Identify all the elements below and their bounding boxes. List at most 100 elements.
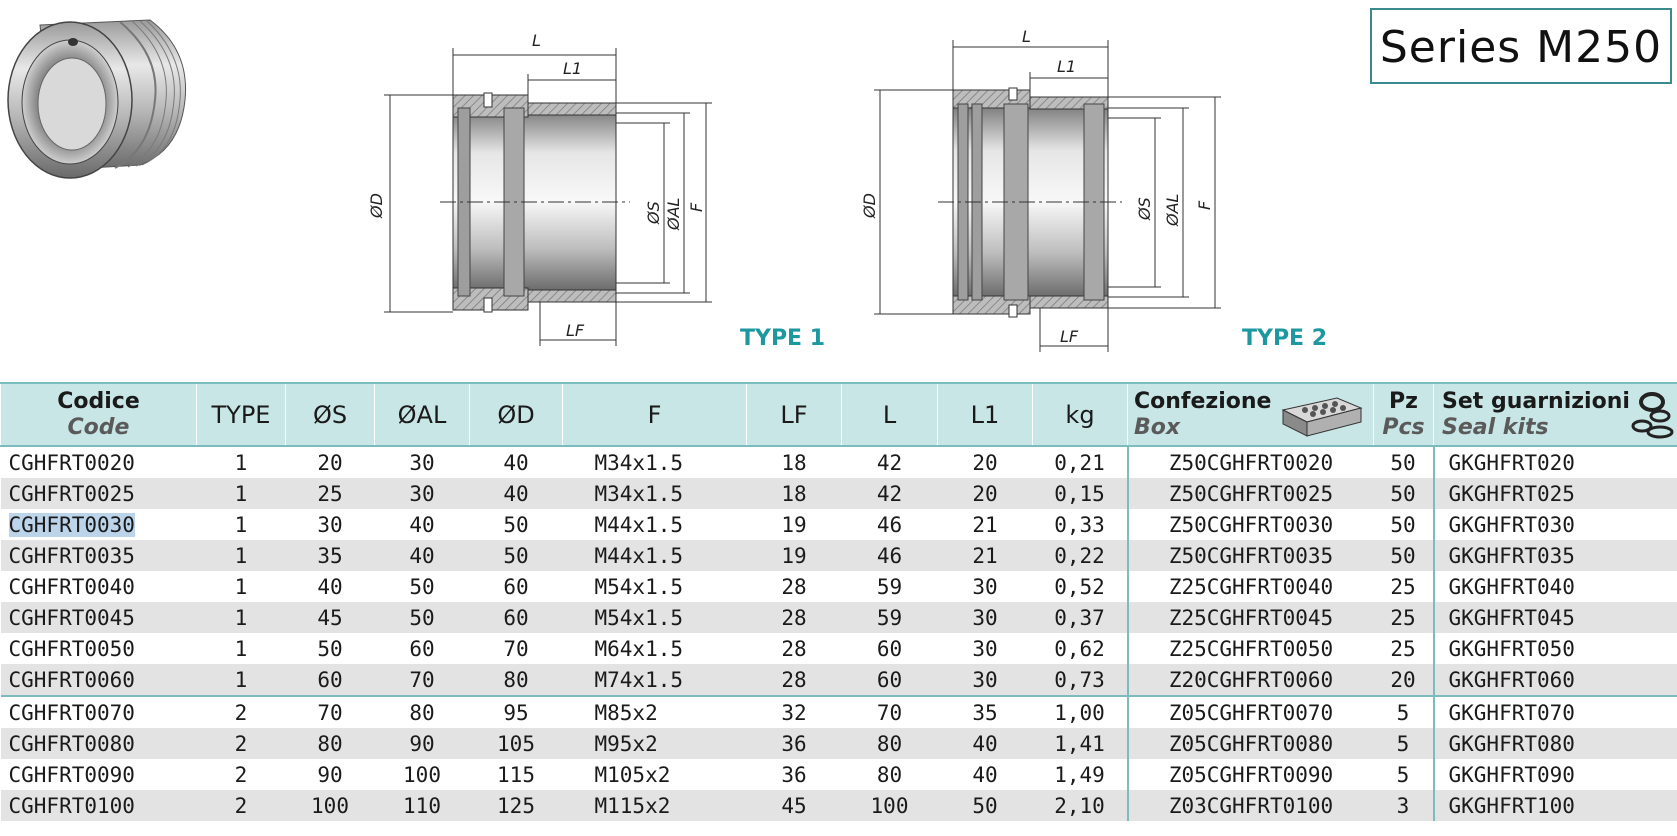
table-row: CGHFRT0040 1 40 50 60 M54x1.5 28 59 30 0,52 Z25CGH… bbox=[1, 571, 1677, 602]
cell-box: Z20CGHFRT0060 bbox=[1126, 664, 1374, 696]
table-row: CGHFRT0045 1 45 50 60 M54x1.5 28 59 30 0,37 Z25CGH… bbox=[0, 602, 1677, 633]
cell-d: 60 bbox=[503, 574, 529, 599]
cell-l: 46 bbox=[841, 540, 938, 571]
cell-l1: 35 bbox=[937, 695, 1033, 728]
cell-al: 60 bbox=[409, 636, 435, 661]
cell-code[interactable]: CGHFRT0035 bbox=[0, 540, 197, 571]
cell-s: 100 bbox=[285, 790, 375, 821]
selected-code-highlight[interactable]: CGHFRT0030 bbox=[8, 512, 135, 537]
cell-kg: 0,21 bbox=[1054, 450, 1105, 475]
cell-f: M34x1.5 bbox=[594, 450, 684, 475]
table-row: CGHFRT0080 2 80 90 105 M95x2 36 80 40 1,41 Z05CGHF… bbox=[0, 728, 1677, 759]
header-seal-en: Seal kits bbox=[1442, 414, 1549, 440]
cell-pz: 25 bbox=[1390, 636, 1416, 661]
header-box: Confezione Box bbox=[1127, 382, 1374, 447]
type2-dim-L: L bbox=[1022, 27, 1031, 46]
cell-f: M74x1.5 bbox=[562, 664, 747, 696]
cell-box: Z25CGHFRT0050 bbox=[1126, 633, 1374, 664]
cell-code[interactable]: CGHFRT0020 bbox=[8, 450, 135, 475]
cell-seal: GKGHFRT045 bbox=[1432, 602, 1677, 633]
cell-kg: 0,15 bbox=[1032, 478, 1128, 509]
product-photo bbox=[7, 19, 187, 179]
cell-lf: 45 bbox=[746, 790, 842, 821]
cell-l1: 30 bbox=[937, 664, 1033, 696]
cell-type: 2 bbox=[234, 762, 248, 787]
cell-code[interactable]: CGHFRT0060 bbox=[0, 664, 197, 696]
table-row: CGHFRT0025 1 25 30 40 M34x1.5 18 42 20 0,15 Z50CGH… bbox=[0, 478, 1677, 509]
cell-l: 59 bbox=[876, 574, 903, 599]
cell-pz: 50 bbox=[1390, 512, 1416, 537]
cell-s: 60 bbox=[285, 664, 375, 696]
cell-type: 1 bbox=[234, 450, 248, 475]
cell-l1: 40 bbox=[972, 762, 998, 787]
cell-f: M54x1.5 bbox=[562, 602, 747, 633]
cell-type: 1 bbox=[196, 602, 286, 633]
cell-box: Z05CGHFRT0070 bbox=[1126, 695, 1374, 728]
cell-f: M95x2 bbox=[562, 728, 747, 759]
cell-l1: 30 bbox=[937, 602, 1033, 633]
cell-code[interactable]: CGHFRT0100 bbox=[0, 790, 197, 821]
type1-label: TYPE 1 bbox=[740, 326, 826, 351]
type1-dim-F: F bbox=[687, 202, 706, 212]
cell-code[interactable]: CGHFRT0040 bbox=[8, 574, 135, 599]
cell-d: 125 bbox=[469, 790, 563, 821]
type1-dim-AL: ØAL bbox=[664, 198, 683, 231]
cell-d: 95 bbox=[469, 695, 563, 728]
cell-kg: 0,73 bbox=[1032, 664, 1128, 696]
cell-pz: 50 bbox=[1390, 450, 1416, 475]
header-seal-it: Set guarnizioni bbox=[1442, 388, 1630, 414]
cell-l: 46 bbox=[876, 512, 903, 537]
cell-d: 115 bbox=[497, 762, 535, 787]
cell-s: 50 bbox=[317, 636, 343, 661]
header-box-en: Box bbox=[1134, 414, 1181, 440]
cell-l1: 20 bbox=[937, 478, 1033, 509]
table-row: CGHFRT0050 1 50 60 70 M64x1.5 28 60 30 0,62 Z25CGH… bbox=[1, 633, 1677, 664]
header-s: ØS bbox=[285, 382, 375, 447]
cell-f: M54x1.5 bbox=[594, 574, 684, 599]
cell-l: 59 bbox=[841, 602, 938, 633]
cell-code[interactable]: CGHFRT0070 bbox=[0, 695, 197, 728]
cell-pz: 50 bbox=[1373, 540, 1434, 571]
cell-pz: 5 bbox=[1373, 728, 1434, 759]
cell-lf: 28 bbox=[746, 602, 842, 633]
cell-l: 100 bbox=[841, 790, 938, 821]
cell-kg: 1,41 bbox=[1032, 728, 1128, 759]
cell-type: 1 bbox=[196, 664, 286, 696]
table-row: CGHFRT0030 1 30 40 50 M44x1.5 19 46 21 0,33 Z50CGH… bbox=[1, 509, 1677, 540]
cell-pz: 5 bbox=[1373, 695, 1434, 728]
type2-dim-F: F bbox=[1195, 200, 1214, 210]
cell-lf: 18 bbox=[781, 450, 807, 475]
cell-code[interactable]: CGHFRT0050 bbox=[8, 636, 135, 661]
type2-dim-AL: ØAL bbox=[1163, 194, 1182, 227]
cell-f: M44x1.5 bbox=[594, 512, 684, 537]
cell-seal: GKGHFRT025 bbox=[1432, 478, 1677, 509]
cell-code[interactable]: CGHFRT0080 bbox=[0, 728, 197, 759]
technical-diagram: L L1 LF ØD ØS ØAL F L L1 LF ØD bbox=[367, 27, 1221, 352]
series-title-box: Series M250 bbox=[1370, 8, 1672, 84]
cell-code[interactable]: CGHFRT0025 bbox=[0, 478, 197, 509]
cell-kg: 2,10 bbox=[1032, 790, 1128, 821]
cell-code[interactable]: CGHFRT0090 bbox=[8, 762, 135, 787]
cell-box: Z50CGHFRT0035 bbox=[1126, 540, 1374, 571]
cell-s: 80 bbox=[285, 728, 375, 759]
header-code-it: Codice bbox=[57, 388, 140, 414]
type1-dim-S: ØS bbox=[644, 201, 663, 225]
cell-l: 42 bbox=[876, 450, 903, 475]
cell-seal: GKGHFRT060 bbox=[1432, 664, 1677, 696]
cell-kg: 0,52 bbox=[1054, 574, 1105, 599]
cell-l1: 21 bbox=[972, 512, 998, 537]
product-table: Codice Code TYPE ØS ØAL ØD F LF L L1 kg … bbox=[0, 382, 1677, 821]
cell-d: 70 bbox=[503, 636, 529, 661]
cell-al: 80 bbox=[374, 695, 470, 728]
header-type: TYPE bbox=[196, 382, 286, 447]
cell-pz: 25 bbox=[1390, 574, 1416, 599]
cell-al: 40 bbox=[409, 512, 435, 537]
header-d: ØD bbox=[469, 382, 563, 447]
cell-lf: 18 bbox=[746, 478, 842, 509]
header-seal: Set guarnizioni Seal kits bbox=[1433, 382, 1677, 447]
cell-s: 25 bbox=[285, 478, 375, 509]
cell-code[interactable]: CGHFRT0030 bbox=[1, 509, 197, 540]
cell-l: 80 bbox=[876, 762, 903, 787]
cell-code[interactable]: CGHFRT0045 bbox=[0, 602, 197, 633]
cell-kg: 1,49 bbox=[1054, 762, 1105, 787]
